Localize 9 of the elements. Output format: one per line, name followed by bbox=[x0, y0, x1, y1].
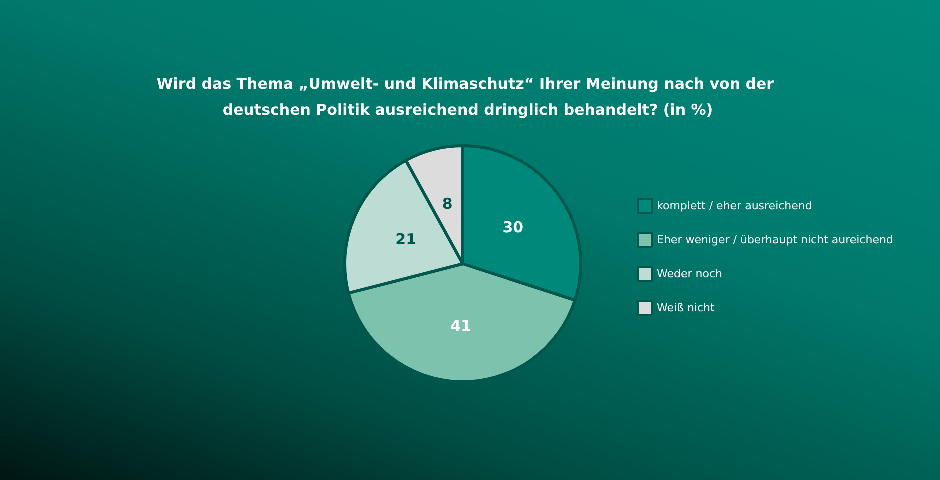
legend-label: Weiß nicht bbox=[657, 302, 716, 314]
chart-title: Wird das Thema „Umwelt- und Klimaschutz“ Ihrer Meinung nach von der deutschen Politik ausreichend dringlich behandelt? (in %) bbox=[156, 75, 780, 119]
legend-label: Weder noch bbox=[657, 268, 723, 280]
legend-label: Eher weniger / überhaupt nicht aureichend bbox=[657, 234, 894, 246]
data-label: 30 bbox=[502, 218, 524, 237]
legend-label: komplett / eher ausreichend bbox=[657, 200, 812, 212]
data-label: 41 bbox=[450, 316, 472, 335]
data-label: 21 bbox=[396, 230, 417, 248]
data-label: 8 bbox=[442, 194, 453, 213]
